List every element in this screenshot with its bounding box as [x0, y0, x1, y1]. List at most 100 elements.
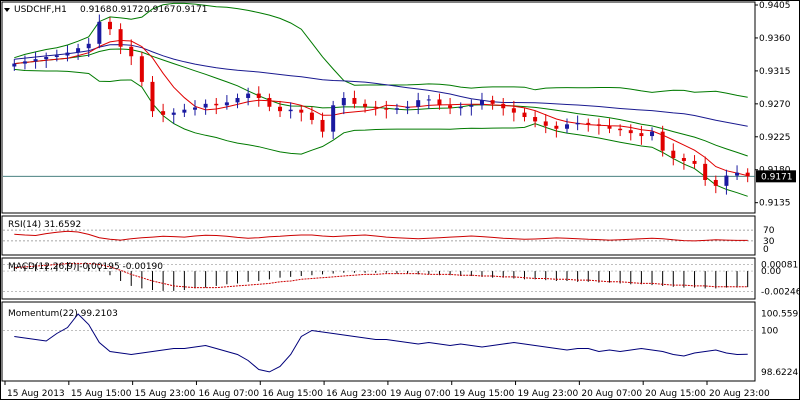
candle-body — [543, 121, 548, 126]
bollinger-upper-line — [14, 2, 748, 98]
candle-body — [394, 108, 399, 110]
candle-body — [575, 122, 580, 125]
candle-body — [278, 106, 283, 112]
candle-body — [309, 112, 314, 120]
candle-body — [639, 133, 644, 137]
candle-body — [224, 102, 229, 106]
price-tick-label: 0.9135 — [759, 199, 791, 209]
price-indicators — [14, 2, 748, 197]
candle-body — [735, 172, 740, 176]
candle-body — [692, 160, 697, 164]
candle-body — [618, 128, 623, 131]
candle-body — [193, 107, 197, 110]
symbol-title: USDCHF,H1 — [14, 5, 67, 15]
candle-body — [129, 46, 134, 57]
pane-frame — [1, 215, 756, 256]
macd-tick-label: 0.00 — [761, 267, 781, 277]
ohlc-close: 0.9171 — [176, 5, 208, 15]
candle-body — [76, 48, 81, 53]
candle-body — [33, 59, 38, 62]
time-tick-label: 20 Aug 15:00 — [645, 389, 706, 399]
candle-body — [320, 119, 325, 132]
time-tick-label: 15 Aug 23:00 — [135, 389, 196, 399]
candle-body — [235, 97, 240, 103]
candle-body — [203, 103, 208, 108]
rsi-level-label: 0 — [763, 245, 769, 255]
macd-tick-label: -0.00246 — [761, 287, 800, 297]
bollinger-lower-line — [14, 68, 748, 197]
price-tick-label: 0.9225 — [759, 133, 791, 143]
candle-body — [469, 105, 474, 107]
candle-body — [107, 21, 112, 30]
candle-body — [458, 106, 463, 109]
candle-body — [596, 124, 601, 126]
ma-slow-line — [14, 44, 748, 127]
momentum-tick-label: 100 — [761, 327, 778, 337]
price-candles — [12, 14, 750, 195]
candle-body — [671, 150, 676, 159]
candle-body — [650, 131, 655, 137]
time-tick-label: 16 Aug 07:00 — [198, 389, 259, 399]
candle-body — [118, 29, 123, 47]
candle-body — [628, 130, 633, 134]
price-tick-label: 0.9360 — [759, 34, 791, 44]
candle-body — [703, 163, 708, 180]
current-price-tag — [756, 170, 796, 183]
rsi-level-label: 30 — [763, 237, 775, 247]
candle-body — [12, 63, 17, 67]
candle-body — [533, 117, 538, 122]
candle-body — [22, 61, 27, 64]
candle-body — [288, 109, 293, 112]
candle-body — [745, 172, 750, 177]
time-tick-label: 19 Aug 15:00 — [454, 389, 515, 399]
time-tick-label: 20 Aug 23:00 — [709, 389, 770, 399]
candle-body — [267, 97, 272, 107]
candle-body — [724, 175, 729, 186]
momentum-tick-label: 100.5592 — [761, 310, 800, 320]
candle-body — [586, 122, 591, 125]
candle-body — [352, 97, 357, 104]
candle-body — [713, 179, 718, 186]
ohlc-open: 0.9168 — [80, 5, 112, 15]
candle-body — [490, 100, 495, 104]
time-tick-label: 19 Aug 23:00 — [518, 389, 579, 399]
time-tick-label: 16 Aug 15:00 — [262, 389, 323, 399]
candle-body — [607, 125, 612, 129]
candle-body — [86, 43, 91, 49]
candle-body — [171, 112, 176, 115]
price-tick-label: 0.9270 — [759, 100, 791, 110]
candle-body — [384, 108, 389, 110]
candle-body — [522, 112, 527, 118]
candle-body — [54, 55, 59, 57]
momentum-line — [14, 313, 748, 373]
ma-fast-line — [14, 39, 748, 177]
pane-frame — [1, 301, 756, 382]
ma-mid-line — [14, 48, 748, 157]
candle-body — [214, 103, 219, 106]
pane-frame — [1, 257, 756, 300]
candle-body — [373, 106, 378, 109]
time-tick-label: 20 Aug 07:00 — [581, 389, 642, 399]
candle-body — [139, 56, 144, 82]
candle-body — [405, 106, 410, 109]
collapse-arrow-icon[interactable] — [4, 8, 10, 12]
candle-body — [331, 105, 336, 132]
candle-body — [44, 56, 49, 60]
momentum-title: Momentum(22) 99.2103 — [8, 309, 118, 319]
candle-body — [681, 158, 686, 161]
momentum-tick-label: 98.6224 — [761, 368, 798, 378]
rsi-level-label: 70 — [763, 226, 775, 236]
price-axis: 0.94050.93600.93150.92700.92250.91800.91… — [755, 1, 796, 209]
momentum-pane: 100.5592 100 98.6224 — [3, 310, 800, 378]
macd-tick-label: 0.00081 — [761, 260, 798, 270]
candle-body — [511, 108, 516, 113]
candle-body — [182, 109, 187, 113]
ohlc-high: 0.9172 — [112, 5, 144, 15]
price-title-group: USDCHF,H1 0.9168 0.9172 0.9167 0.9171 — [4, 5, 208, 15]
